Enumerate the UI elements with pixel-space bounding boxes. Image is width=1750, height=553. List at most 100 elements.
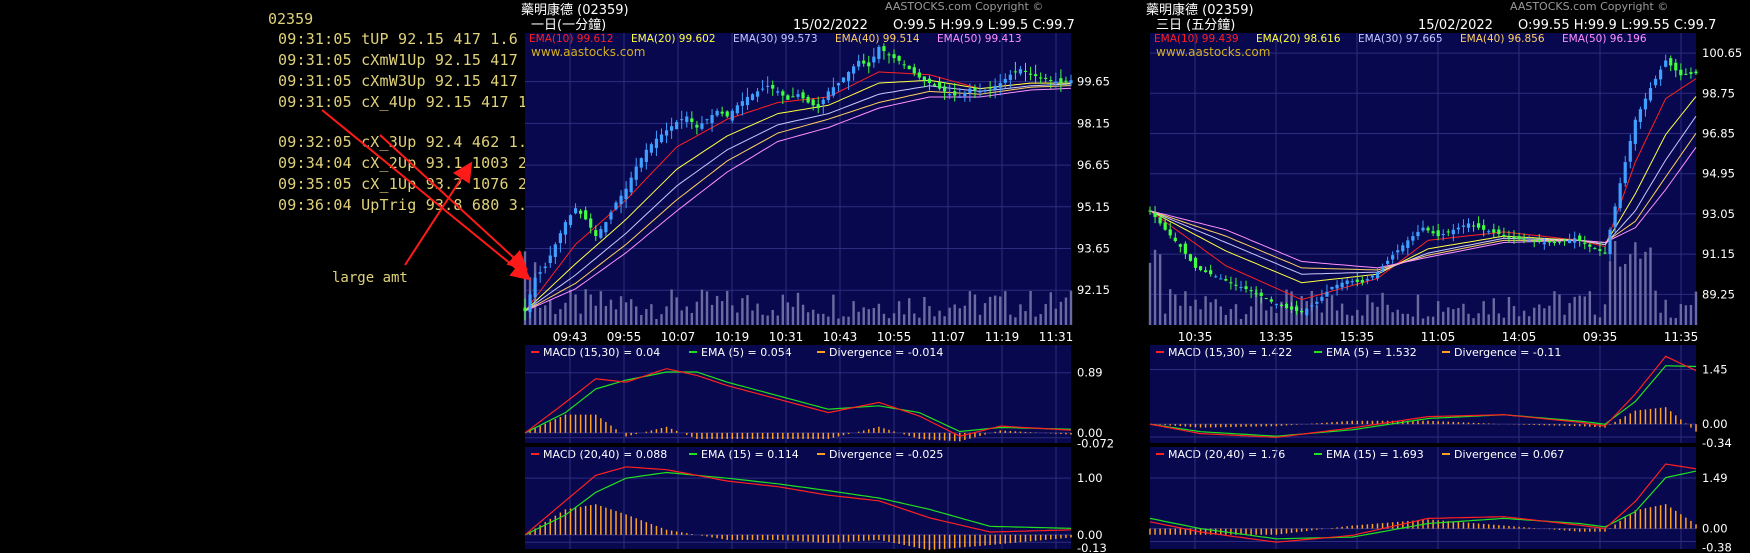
volume-bar xyxy=(660,314,663,325)
volume-bar xyxy=(1477,313,1480,325)
volume-bar xyxy=(650,304,653,325)
candle-body xyxy=(1300,310,1304,313)
volume-bar xyxy=(609,299,613,325)
candle-body xyxy=(761,88,765,90)
candle-body xyxy=(1320,296,1324,301)
candle-body xyxy=(852,66,856,74)
candle-body xyxy=(1013,71,1017,73)
candle-body xyxy=(1613,206,1617,228)
candle-body xyxy=(862,60,866,64)
candle-body xyxy=(1310,305,1314,307)
macd1-legend-item: MACD (15,30) = 1.422 xyxy=(1168,346,1292,359)
candle-body xyxy=(1487,231,1491,233)
volume-bar xyxy=(549,300,552,325)
candle-body xyxy=(745,96,750,106)
candle-body xyxy=(806,96,810,103)
macd2-tick-label: 1.49 xyxy=(1702,471,1728,485)
volume-bar xyxy=(594,305,597,325)
volume-bar xyxy=(948,307,951,325)
macd2-tick-label: 1.00 xyxy=(1077,471,1103,485)
volume-bar xyxy=(1482,301,1485,325)
volume-bar xyxy=(1356,309,1359,325)
candle-body xyxy=(907,65,911,70)
candle-body xyxy=(1034,74,1038,77)
candle-body xyxy=(1623,162,1627,184)
volume-bar xyxy=(1351,315,1354,325)
volume-bar xyxy=(801,304,805,325)
watermark: www.aastocks.com xyxy=(1156,45,1270,59)
volume-bar xyxy=(1669,317,1672,325)
candle-body xyxy=(1279,304,1284,306)
candle-body xyxy=(1224,279,1228,281)
volume-bar xyxy=(614,309,618,325)
volume-bar xyxy=(1533,307,1536,325)
volume-bar xyxy=(771,309,774,325)
volume-bar xyxy=(1315,305,1319,325)
candle-body xyxy=(771,84,775,89)
ohlc-text: O:99.5 H:99.9 L:99.5 C:99.7 xyxy=(893,18,1075,33)
time-tick-label: 09:55 xyxy=(607,330,642,344)
volume-bar xyxy=(1280,301,1283,325)
candle-body xyxy=(963,92,967,97)
price-tick-label: 99.65 xyxy=(1077,75,1110,89)
candle-body xyxy=(1426,227,1430,231)
time-tick-label: 10:07 xyxy=(661,330,696,344)
volume-bar xyxy=(897,301,901,325)
volume-bar xyxy=(599,291,603,325)
candle-body xyxy=(1684,73,1688,75)
macd1-panel xyxy=(525,345,1071,443)
candle-body xyxy=(1537,239,1541,242)
candle-body xyxy=(695,124,699,128)
macd2-legend-swatch xyxy=(1314,453,1322,455)
price-panel xyxy=(525,33,1071,325)
volume-bar xyxy=(746,295,749,325)
ema-legend-item: EMA(10) 99.439 xyxy=(1154,33,1239,45)
volume-bar xyxy=(1044,304,1047,325)
time-tick-label: 14:05 xyxy=(1502,330,1537,344)
volume-bar xyxy=(1163,313,1167,325)
candle-body xyxy=(589,218,593,228)
macd1-macd-line xyxy=(524,368,1072,437)
candle-body xyxy=(1603,252,1607,254)
candle-body xyxy=(816,104,820,109)
candle-body xyxy=(1618,183,1622,209)
volume-bar xyxy=(720,301,724,325)
volume-bar xyxy=(523,251,527,325)
volume-bar xyxy=(902,314,906,325)
watermark: www.aastocks.com xyxy=(531,45,645,59)
volume-bar xyxy=(1654,290,1657,325)
candle-body xyxy=(1461,225,1466,227)
macd2-signal-line xyxy=(1149,470,1697,540)
volume-bar xyxy=(1411,316,1415,325)
volume-bar xyxy=(741,298,744,325)
candle-body xyxy=(659,134,664,143)
volume-bar xyxy=(1275,312,1278,325)
macd1-legend-item: EMA (5) = 1.532 xyxy=(1326,346,1417,359)
candle-body xyxy=(1527,240,1531,242)
macd2-legend-item: Divergence = -0.025 xyxy=(829,448,943,461)
volume-bar xyxy=(1148,262,1152,325)
volume-bar xyxy=(806,312,810,325)
volume-bar xyxy=(827,316,830,325)
volume-bar xyxy=(1497,313,1501,325)
candle-body xyxy=(1204,270,1208,273)
candle-body xyxy=(766,85,770,87)
volume-bar xyxy=(1568,303,1571,325)
candle-body xyxy=(735,105,739,114)
candle-body xyxy=(755,91,760,97)
volume-bar xyxy=(726,290,729,325)
volume-bar xyxy=(1209,302,1212,325)
volume-bar xyxy=(837,318,840,325)
price-panel xyxy=(1150,33,1696,325)
volume-bar xyxy=(1004,291,1007,325)
volume-bar xyxy=(1634,242,1637,325)
volume-bar xyxy=(756,303,759,325)
volume-bar xyxy=(993,295,997,325)
candle-body xyxy=(872,56,876,63)
candle-body xyxy=(528,294,532,313)
volume-bar xyxy=(1330,295,1334,325)
volume-bar xyxy=(791,306,795,325)
candle-body xyxy=(1028,73,1033,75)
volume-bar xyxy=(867,309,870,325)
candle-body xyxy=(1345,280,1349,284)
